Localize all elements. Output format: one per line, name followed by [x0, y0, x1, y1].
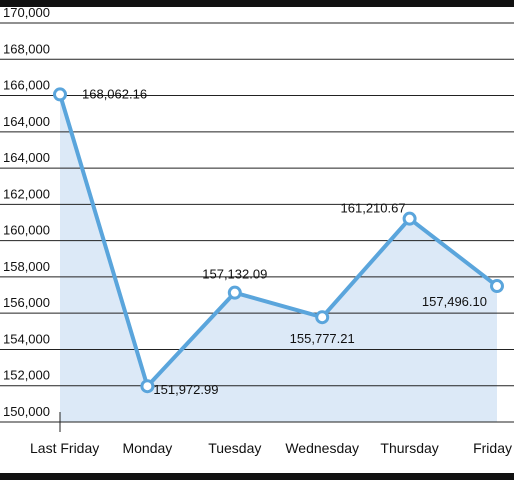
value-label: 151,972.99: [153, 382, 218, 397]
value-label: 155,777.21: [290, 331, 355, 346]
value-label: 168,062.16: [82, 86, 147, 101]
y-tick-label: 156,000: [3, 295, 50, 310]
bottom-rule: [0, 473, 514, 480]
y-tick-label: 170,000: [3, 5, 50, 20]
y-tick-label: 154,000: [3, 331, 50, 346]
x-tick-label: Wednesday: [285, 440, 359, 456]
x-tick-label: Tuesday: [208, 440, 261, 456]
marker: [227, 285, 242, 300]
value-label: 157,132.09: [202, 267, 267, 282]
y-tick-label: 168,000: [3, 41, 50, 56]
y-tick-label: 160,000: [3, 223, 50, 238]
y-tick-label: 162,000: [3, 186, 50, 201]
x-tick-label: Monday: [122, 440, 172, 456]
x-tick-label: Friday: [473, 440, 512, 456]
top-rule: [0, 0, 514, 7]
y-tick-label: 164,000: [3, 150, 50, 165]
marker: [402, 211, 417, 226]
marker: [315, 310, 330, 325]
x-tick-label: Thursday: [380, 440, 438, 456]
marker: [53, 87, 67, 102]
line: [58, 93, 499, 389]
value-label: 161,210.67: [341, 201, 406, 216]
x-tick-label: Last Friday: [30, 440, 99, 456]
marker: [140, 379, 155, 394]
y-tick-label: 152,000: [3, 368, 50, 383]
marker: [490, 279, 504, 294]
value-label: 157,496.10: [422, 294, 487, 309]
y-tick-label: 150,000: [3, 404, 50, 419]
y-tick-label: 164,000: [3, 114, 50, 129]
area: [60, 94, 497, 423]
y-tick-label: 158,000: [3, 259, 50, 274]
y-tick-label: 166,000: [3, 78, 50, 93]
